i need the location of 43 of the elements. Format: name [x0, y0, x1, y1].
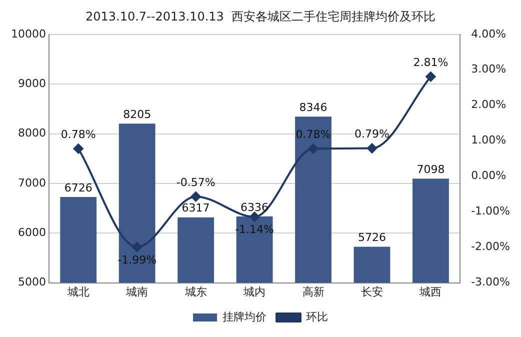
y-tick-label: 5000: [18, 276, 46, 289]
y2-tick-label: 0.00%: [471, 169, 506, 182]
x-tick-label: 长安: [360, 285, 383, 298]
chart-title: 2013.10.7--2013.10.13 西安各城区二手住宅周挂牌均价及环比: [85, 9, 436, 24]
y2-tick-label: 1.00%: [471, 134, 506, 147]
data-label: 7098: [416, 162, 445, 176]
data-label: 8205: [123, 108, 152, 121]
data-label: -0.57%: [176, 176, 216, 189]
y2-tick-label: 3.00%: [471, 62, 506, 76]
y2-tick-label: -2.00%: [471, 240, 510, 254]
data-label: 6336: [240, 200, 269, 214]
data-label: 0.78%: [296, 128, 331, 142]
y2-tick-label: -1.00%: [471, 204, 510, 218]
data-label: 5726: [358, 231, 386, 244]
x-tick-label: 城南: [125, 285, 148, 298]
x-tick-label: 城北: [66, 285, 90, 298]
point: [366, 143, 377, 154]
data-label: 0.79%: [354, 128, 390, 141]
y2-tick-label: -3.00%: [471, 276, 510, 289]
y-tick-label: 9000: [18, 76, 46, 90]
point: [132, 242, 142, 252]
y-tick-label: 7000: [18, 176, 46, 190]
x-tick-label: 城东: [184, 285, 207, 298]
point: [190, 192, 201, 202]
data-label: 6726: [64, 181, 92, 194]
y-tick-label: 8000: [18, 126, 46, 140]
data-label: 8346: [299, 100, 328, 114]
y-tick-label: 6000: [18, 226, 46, 239]
x-tick-label: 高新: [302, 285, 324, 298]
point: [73, 144, 84, 154]
y2-tick-label: 4.00%: [471, 27, 506, 40]
data-label: 0.78%: [60, 128, 96, 142]
x-tick-label: 城西: [418, 285, 442, 298]
point: [250, 212, 260, 222]
y2-tick-label: 2.00%: [471, 98, 506, 112]
point: [426, 72, 436, 82]
data-label: 6317: [182, 202, 210, 215]
legend-label: 挂牌均价: [222, 310, 266, 324]
y-tick-label: 10000: [10, 27, 46, 40]
point: [308, 144, 318, 154]
data-label: 2.81%: [413, 56, 448, 69]
x-tick-label: 城内: [242, 285, 266, 298]
legend-label: 环比: [306, 310, 328, 324]
